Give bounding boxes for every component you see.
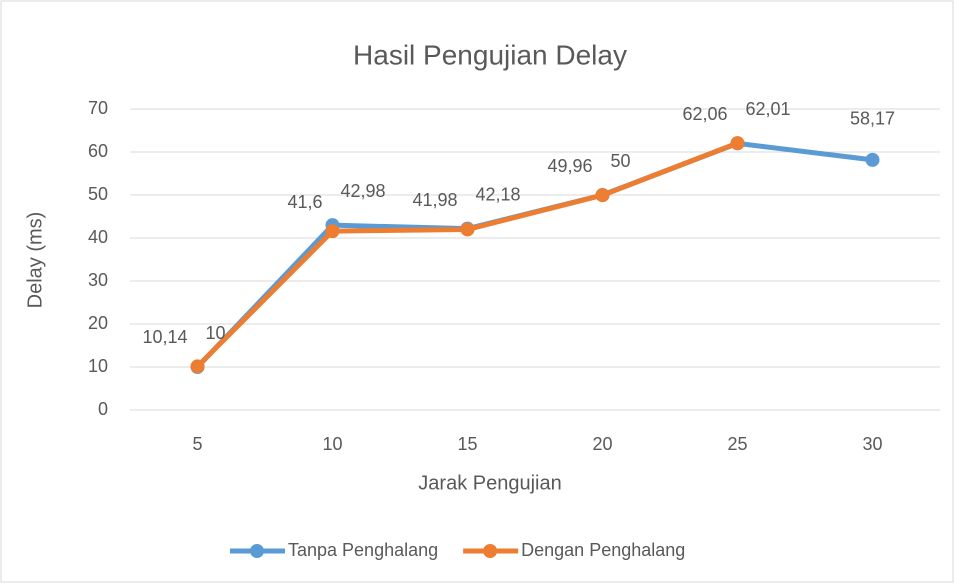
- y-tick-label: 70: [88, 98, 108, 118]
- data-point: [865, 152, 880, 167]
- data-point: [460, 222, 475, 237]
- y-tick-label: 0: [98, 399, 108, 419]
- legend-label: Dengan Penghalang: [521, 540, 685, 560]
- x-tick-label: 10: [322, 434, 342, 454]
- data-point: [595, 188, 610, 203]
- data-label: 41,98: [412, 190, 457, 210]
- data-point: [325, 224, 340, 239]
- data-label: 62,06: [682, 104, 727, 124]
- x-tick-label: 25: [727, 434, 747, 454]
- chart-title: Hasil Pengujian Delay: [353, 39, 627, 70]
- legend-marker: [250, 544, 264, 558]
- y-tick-label: 40: [88, 227, 108, 247]
- x-tick-label: 15: [457, 434, 477, 454]
- x-tick-label: 30: [862, 434, 882, 454]
- data-label: 49,96: [547, 156, 592, 176]
- y-tick-label: 30: [88, 270, 108, 290]
- data-label: 10,14: [142, 327, 187, 347]
- y-tick-label: 50: [88, 184, 108, 204]
- data-label: 50: [611, 151, 631, 171]
- data-label: 62,01: [746, 99, 791, 119]
- legend-marker: [483, 544, 498, 558]
- data-point: [190, 359, 205, 374]
- y-tick-label: 20: [88, 313, 108, 333]
- x-axis-title: Jarak Pengujian: [418, 472, 561, 494]
- data-label: 10: [206, 323, 226, 343]
- legend-label: Tanpa Penghalang: [288, 540, 438, 560]
- y-tick-label: 60: [88, 141, 108, 161]
- data-label: 42,18: [476, 184, 521, 204]
- x-tick-label: 20: [592, 434, 612, 454]
- data-point: [730, 136, 745, 151]
- data-label: 58,17: [850, 109, 895, 129]
- data-label: 41,6: [287, 192, 322, 212]
- x-tick-label: 5: [192, 434, 202, 454]
- y-tick-label: 10: [88, 356, 108, 376]
- data-label: 42,98: [341, 181, 386, 201]
- y-axis-title: Delay (ms): [24, 212, 46, 309]
